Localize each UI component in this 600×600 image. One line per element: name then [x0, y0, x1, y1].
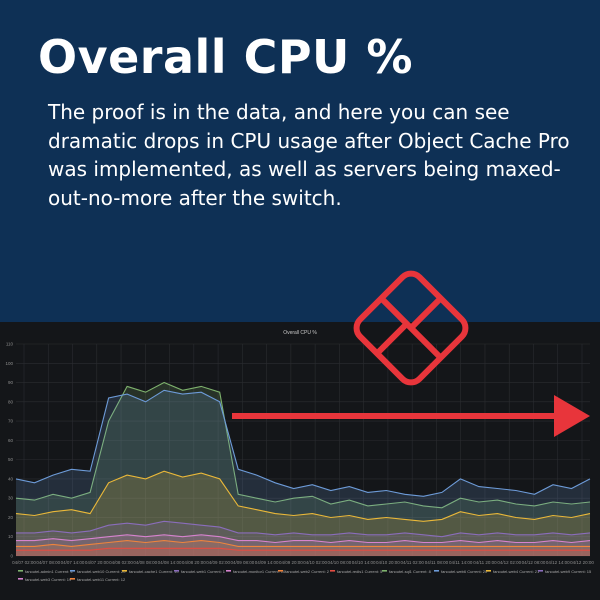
x-tick-label: 04/12 08:00	[522, 560, 546, 565]
legend-entry: fanoutel-web6 Current: 20	[441, 569, 488, 574]
chart-series	[15, 381, 591, 556]
headline: Overall CPU %	[38, 30, 413, 84]
x-tick-label: 04/08 02:00	[109, 560, 133, 565]
series-area	[16, 382, 590, 556]
series-line	[16, 547, 590, 551]
x-tick-label: 04/12 20:00	[570, 560, 594, 565]
y-tick-label: 0	[10, 554, 13, 559]
legend-entry: fanoutel-sql1 Current: 8	[389, 569, 432, 574]
chart-panel: Overall CPU % 110 100 90 80 70 60 50 40 30 20 10 0 0…	[0, 322, 600, 600]
legend-entry: fanoutel-web3 Current: 19	[25, 577, 72, 582]
x-tick-label: 04/12 02:00	[497, 560, 521, 565]
x-tick-label: 04/10 08:00	[328, 560, 352, 565]
x-tick-label: 04/08 14:00	[158, 560, 182, 565]
x-tick-label: 04/08 08:00	[133, 560, 157, 565]
x-tick-label: 04/07 20:00	[85, 560, 109, 565]
legend-entry: fanoutel-web10 Current: 20	[77, 569, 126, 574]
x-tick-label: 04/07 02:00	[12, 560, 36, 565]
y-tick-label: 60	[8, 438, 14, 443]
legend-entry: fanoutel-admin1 Current: 4	[25, 569, 73, 574]
legend-entry: fanoutel-web11 Current: 12	[77, 577, 126, 582]
series-area	[16, 521, 590, 556]
legend-entry: fanoutel-web4 Current: 21	[493, 569, 540, 574]
legend-swatch	[330, 570, 335, 572]
y-tick-label: 20	[8, 515, 14, 520]
x-tick-label: 04/11 20:00	[473, 560, 497, 565]
series-line	[15, 381, 591, 509]
x-tick-label: 04/09 14:00	[255, 560, 279, 565]
y-tick-label: 40	[8, 476, 14, 481]
y-tick-label: 70	[8, 419, 14, 424]
series-line	[15, 389, 591, 497]
legend-swatch	[434, 570, 439, 572]
x-tick-label: 04/09 02:00	[206, 560, 230, 565]
legend-swatch	[122, 570, 127, 572]
legend-swatch	[278, 570, 283, 572]
y-tick-label: 90	[8, 380, 14, 385]
x-tick-label: 04/09 20:00	[279, 560, 303, 565]
x-tick-label: 04/11 02:00	[400, 560, 424, 565]
y-tick-label: 50	[8, 457, 14, 462]
legend-swatch	[486, 570, 491, 572]
y-tick-label: 80	[8, 399, 14, 404]
legend-swatch	[70, 570, 75, 572]
series-line	[15, 470, 591, 522]
legend-entry: fanoutel-redis1 Current: 5	[337, 569, 383, 574]
legend-swatch	[382, 570, 387, 572]
legend-swatch	[538, 570, 543, 572]
legend-swatch	[18, 578, 23, 580]
x-tick-label: 04/11 08:00	[425, 560, 449, 565]
y-tick-label: 30	[8, 496, 14, 501]
legend-entry: fanoutel-monitor1 Current: 10	[233, 569, 286, 574]
legend-swatch	[70, 578, 75, 580]
y-tick-label: 110	[6, 342, 14, 347]
x-tick-label: 04/12 14:00	[546, 560, 570, 565]
x-tick-label: 04/08 20:00	[182, 560, 206, 565]
legend-entry: fanoutel-cache1 Current: 10	[129, 569, 179, 574]
series-area	[16, 390, 590, 556]
x-tick-label: 04/09 08:00	[230, 560, 254, 565]
series-line	[16, 520, 591, 538]
chart-legend: fanoutel-admin1 Current: 4 fanoutel-web10…	[18, 569, 592, 582]
object-cache-pro-logo-icon	[353, 270, 469, 386]
x-tick-label: 04/10 02:00	[303, 560, 327, 565]
y-tick-label: 100	[5, 361, 13, 366]
x-tick-label: 04/10 14:00	[352, 560, 376, 565]
x-tick-label: 04/11 14:00	[449, 560, 473, 565]
legend-entry: fanoutel-web9 Current: 15	[545, 569, 592, 574]
body-text: The proof is in the data, and here you c…	[48, 100, 570, 210]
series-area	[16, 540, 590, 556]
x-tick-label: 04/10 20:00	[376, 560, 400, 565]
cpu-chart: Overall CPU % 11010090807060504030201000…	[5, 330, 594, 582]
chart-title: Overall CPU %	[283, 330, 317, 336]
legend-swatch	[18, 570, 23, 572]
legend-swatch	[174, 570, 179, 572]
series-line	[16, 540, 590, 547]
legend-entry: fanoutel-web2 Current: 2	[285, 569, 330, 574]
y-tick-label: 10	[8, 534, 14, 539]
right-arrow-icon	[232, 395, 590, 437]
legend-entry: fanoutel-web1 Current: 1	[181, 569, 226, 574]
x-tick-label: 04/07 14:00	[61, 560, 85, 565]
series-line	[16, 534, 591, 544]
legend-swatch	[226, 570, 231, 572]
x-tick-label: 04/07 08:00	[36, 560, 60, 565]
